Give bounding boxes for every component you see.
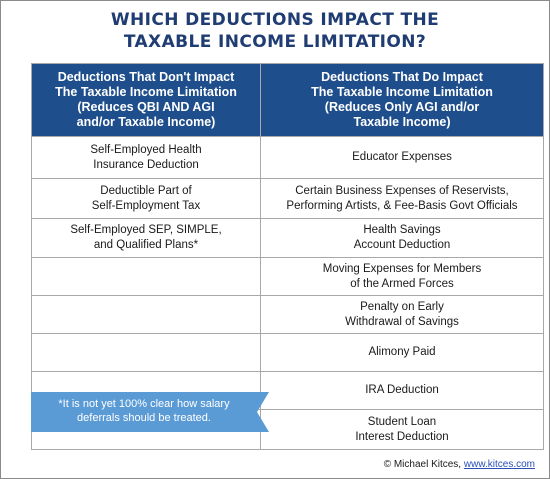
- cell-do-impact: Penalty on Early Withdrawal of Savings: [260, 295, 544, 334]
- cell-line: Self-Employed Health: [90, 143, 202, 156]
- cell-line: Student Loan: [367, 415, 437, 428]
- kitces-link[interactable]: www.kitces.com: [463, 459, 535, 470]
- cell-no-impact: Self-Employed Health Insurance Deduction: [31, 136, 261, 179]
- page-title: WHICH DEDUCTIONS IMPACT THE TAXABLE INCO…: [1, 9, 549, 53]
- cell-line: Performing Artists, & Fee-Basis Govt Off…: [286, 199, 518, 212]
- cell-line: Educator Expenses: [352, 151, 452, 163]
- header-no-impact: Deductions That Don't Impact The Taxable…: [31, 63, 261, 137]
- footnote-line: deferrals should be treated.: [77, 412, 211, 424]
- header-line: (Reduces QBI AND AGI: [77, 100, 215, 114]
- banner-ribbon-shape: [31, 392, 269, 432]
- header-line: Taxable Income): [353, 115, 451, 129]
- footnote-line: *It is not yet 100% clear how salary: [58, 398, 230, 410]
- header-line: The Taxable Income Limitation: [311, 85, 493, 99]
- cell-line: Self-Employed SEP, SIMPLE,: [70, 224, 222, 236]
- cell-do-impact: Moving Expenses for Members of the Armed…: [260, 257, 544, 296]
- table-row: Self-Employed Health Insurance Deduction…: [31, 136, 544, 179]
- table-row: Self-Employed SEP, SIMPLE, and Qualified…: [31, 218, 544, 258]
- footnote-text: *It is not yet 100% clear how salary def…: [31, 397, 257, 425]
- table-row: Penalty on Early Withdrawal of Savings: [31, 295, 544, 334]
- title-line-2: TAXABLE INCOME LIMITATION?: [123, 32, 427, 52]
- cell-line: Alimony Paid: [368, 346, 436, 358]
- cell-line: Self-Employment Tax: [91, 199, 201, 212]
- footnote-banner: *It is not yet 100% clear how salary def…: [31, 392, 269, 432]
- header-line: Deductions That Do Impact: [321, 70, 483, 84]
- cell-no-impact-empty: [31, 333, 261, 372]
- copyright-footer: © Michael Kitces, www.kitces.com: [384, 459, 535, 470]
- table-row: Deductible Part of Self-Employment Tax C…: [31, 178, 544, 219]
- header-line: The Taxable Income Limitation: [55, 85, 237, 99]
- cell-no-impact-empty: [31, 295, 261, 334]
- table-header-row: Deductions That Don't Impact The Taxable…: [31, 63, 544, 137]
- cell-do-impact: Certain Business Expenses of Reservists,…: [260, 178, 544, 219]
- cell-line: Withdrawal of Savings: [345, 315, 459, 328]
- header-line: and/or Taxable Income): [76, 115, 216, 129]
- header-line: (Reduces Only AGI and/or: [324, 100, 480, 114]
- copyright-text: © Michael Kitces,: [383, 459, 462, 470]
- cell-do-impact: Health Savings Account Deduction: [260, 218, 544, 258]
- cell-do-impact: Alimony Paid: [260, 333, 544, 372]
- cell-no-impact: Deductible Part of Self-Employment Tax: [31, 178, 261, 219]
- cell-do-impact: IRA Deduction: [260, 371, 544, 410]
- table-row: Alimony Paid: [31, 333, 544, 372]
- cell-line: and Qualified Plans*: [93, 239, 199, 251]
- cell-line: Health Savings: [363, 224, 441, 236]
- header-do-impact: Deductions That Do Impact The Taxable In…: [260, 63, 544, 137]
- cell-do-impact: Student Loan Interest Deduction: [260, 409, 544, 450]
- cell-no-impact: Self-Employed SEP, SIMPLE, and Qualified…: [31, 218, 261, 258]
- cell-line: Certain Business Expenses of Reservists,: [295, 184, 509, 197]
- cell-no-impact-empty: [31, 257, 261, 296]
- cell-line: Deductible Part of: [100, 184, 192, 197]
- cell-line: Account Deduction: [353, 239, 451, 251]
- cell-do-impact: Educator Expenses: [260, 136, 544, 179]
- cell-line: IRA Deduction: [365, 384, 439, 396]
- cell-line: Insurance Deduction: [93, 158, 199, 171]
- cell-line: Moving Expenses for Members: [322, 262, 482, 275]
- cell-line: Interest Deduction: [355, 430, 449, 443]
- title-line-1: WHICH DEDUCTIONS IMPACT THE: [110, 10, 440, 30]
- header-line: Deductions That Don't Impact: [57, 70, 235, 84]
- cell-line: of the Armed Forces: [350, 277, 454, 290]
- table-row: Moving Expenses for Members of the Armed…: [31, 257, 544, 296]
- cell-line: Penalty on Early: [360, 300, 444, 313]
